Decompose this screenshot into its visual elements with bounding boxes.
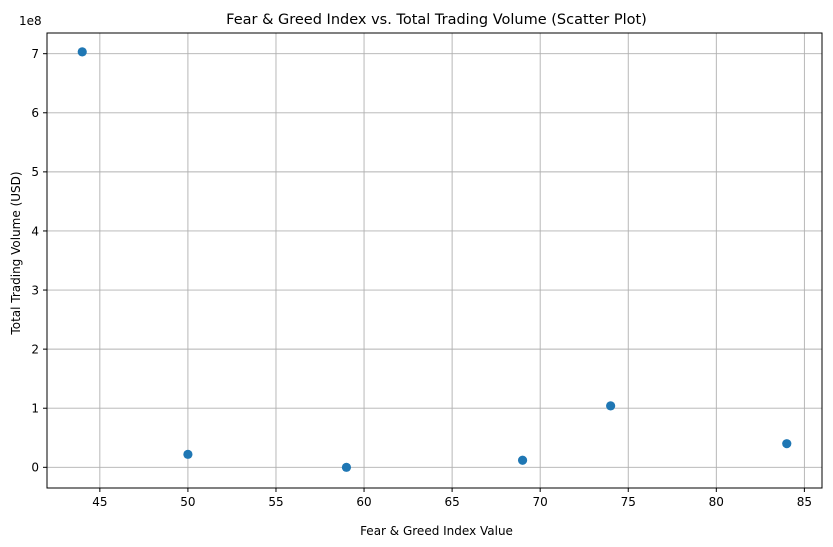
x-tick-label: 70	[533, 495, 548, 509]
axes-frame	[46, 32, 823, 489]
x-tick-label: 85	[797, 495, 812, 509]
data-point	[183, 449, 193, 459]
y-offset-label: 1e8	[19, 14, 42, 28]
x-tick-label: 50	[180, 495, 195, 509]
data-point	[517, 455, 528, 465]
grid	[47, 33, 822, 488]
data-point	[341, 462, 352, 472]
x-tick-label: 75	[621, 495, 636, 509]
data-point	[782, 439, 792, 449]
y-tick-label: 3	[31, 283, 39, 297]
y-tick-label: 7	[31, 47, 39, 61]
x-tick-label: 80	[709, 495, 724, 509]
x-tick-label: 45	[92, 495, 107, 509]
data-point	[606, 401, 616, 411]
y-tick-label: 4	[31, 224, 39, 238]
y-tick-label: 5	[31, 165, 39, 179]
y-tick-label: 1	[31, 402, 39, 416]
y-tick-label: 0	[31, 461, 39, 475]
scatter-points	[77, 47, 792, 472]
x-tick-label: 55	[268, 495, 283, 509]
y-tick-label: 6	[31, 106, 39, 120]
y-axis-label: Total Trading Volume (USD)	[9, 171, 23, 335]
x-axis-label: Fear & Greed Index Value	[360, 524, 513, 538]
x-tick-label: 65	[444, 495, 459, 509]
x-tick-label: 60	[356, 495, 371, 509]
data-point	[77, 47, 87, 57]
chart-title: Fear & Greed Index vs. Total Trading Vol…	[226, 12, 647, 28]
y-tick-label: 2	[31, 342, 39, 356]
